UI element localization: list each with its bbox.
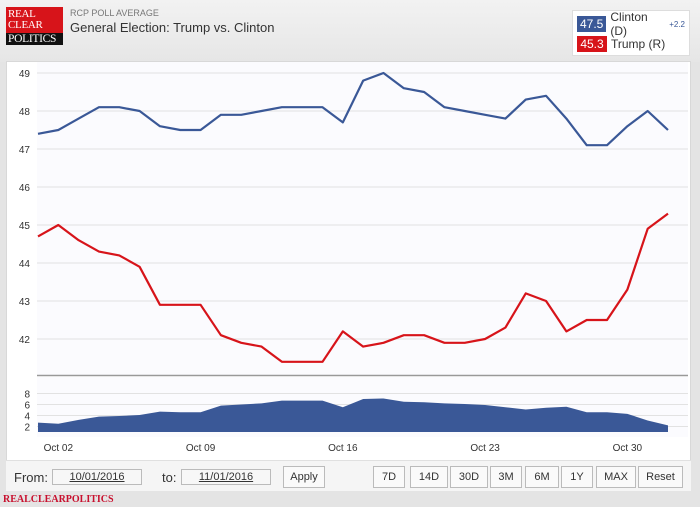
y-tick-label: 46 xyxy=(19,183,31,194)
y-tick-label: 43 xyxy=(19,297,31,308)
x-tick-label: Oct 16 xyxy=(328,443,358,454)
plot-background xyxy=(37,62,688,375)
range-1y-button[interactable]: 1Y xyxy=(561,466,593,488)
subtitle: RCP POLL AVERAGE xyxy=(70,8,159,18)
legend: 47.5 Clinton (D) +2.2 45.3 Trump (R) xyxy=(572,10,690,56)
range-max-button[interactable]: MAX xyxy=(596,466,636,488)
x-tick-label: Oct 23 xyxy=(470,443,500,454)
range-3m-button[interactable]: 3M xyxy=(490,466,522,488)
rcp-logo[interactable]: REAL CLEAR POLITICS xyxy=(6,7,63,45)
page-title: General Election: Trump vs. Clinton xyxy=(70,20,275,35)
x-tick-label: Oct 30 xyxy=(613,443,643,454)
to-label: to: xyxy=(162,470,177,485)
range-30d-button[interactable]: 30D xyxy=(450,466,488,488)
legend-label: Clinton (D) xyxy=(610,10,648,38)
logo-line: CLEAR xyxy=(8,19,43,31)
y-tick-label: 44 xyxy=(19,259,31,270)
header: REAL CLEAR POLITICS RCP POLL AVERAGE Gen… xyxy=(0,0,700,62)
apply-button[interactable]: Apply xyxy=(283,466,325,488)
y-tick-label: 49 xyxy=(19,69,31,80)
logo-line: POLITICS xyxy=(6,33,63,45)
to-date-input[interactable]: 11/01/2016 xyxy=(181,469,271,485)
spread-change: +2.2 xyxy=(669,19,685,29)
value-badge: 45.3 xyxy=(577,36,607,52)
x-tick-label: Oct 02 xyxy=(44,443,74,454)
y-tick-label: 47 xyxy=(19,145,31,156)
logo-line: REAL xyxy=(8,8,36,20)
value-badge: 47.5 xyxy=(577,16,607,32)
y-tick-label: 48 xyxy=(19,107,31,118)
spread-tick-label: 4 xyxy=(24,412,30,423)
x-tick-label: Oct 09 xyxy=(186,443,216,454)
legend-label: Trump (R) xyxy=(611,37,666,51)
date-controls: From: 10/01/2016 to: 11/01/2016 Apply 7D… xyxy=(6,460,691,491)
legend-item-clinton[interactable]: 47.5 Clinton (D) +2.2 xyxy=(577,10,685,38)
range-14d-button[interactable]: 14D xyxy=(410,466,448,488)
series-line-clinton xyxy=(37,71,669,147)
series-line-trump xyxy=(37,212,669,363)
y-tick-label: 45 xyxy=(19,221,31,232)
range-6m-button[interactable]: 6M xyxy=(525,466,559,488)
legend-item-trump[interactable]: 45.3 Trump (R) xyxy=(577,34,685,54)
y-tick-label: 42 xyxy=(19,335,31,346)
from-date-input[interactable]: 10/01/2016 xyxy=(52,469,142,485)
spread-tick-label: 8 xyxy=(24,390,30,401)
range-7d-button[interactable]: 7D xyxy=(373,466,405,488)
spread-area xyxy=(38,398,668,432)
spread-tick-label: 2 xyxy=(24,423,30,434)
from-label: From: xyxy=(14,470,48,485)
reset-button[interactable]: Reset xyxy=(638,466,683,488)
spread-tick-label: 6 xyxy=(24,401,30,412)
footer-brand[interactable]: REALCLEARPOLITICS xyxy=(3,494,114,505)
